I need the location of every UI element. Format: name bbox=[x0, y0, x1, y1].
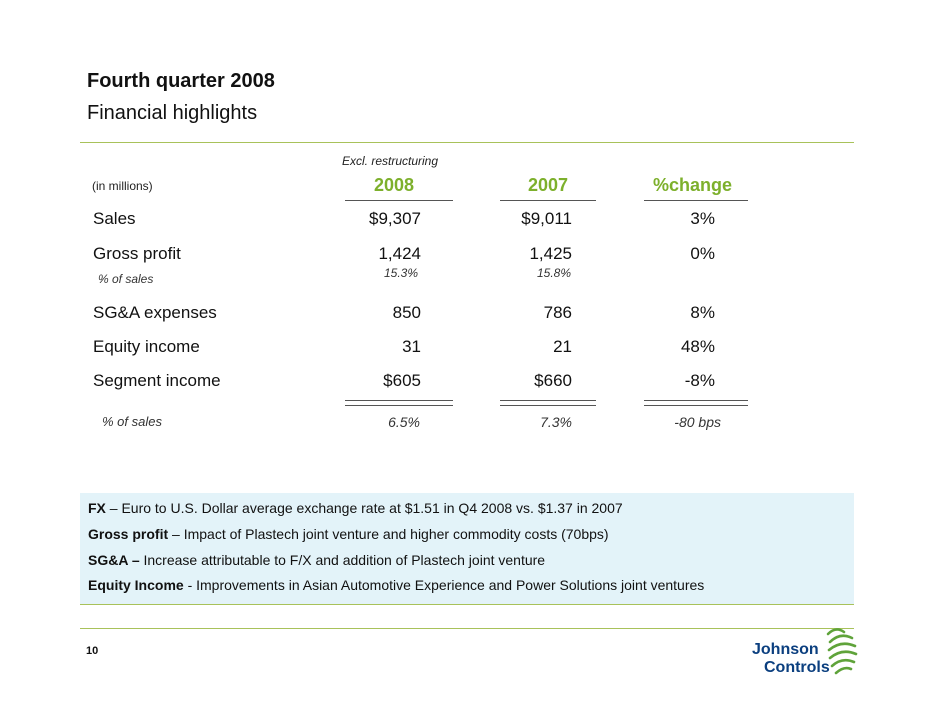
sales-2007: $9,011 bbox=[521, 209, 572, 228]
total-underline-change-b bbox=[644, 405, 748, 406]
total-underline-2008-b bbox=[345, 405, 453, 406]
row-label-gross-profit: Gross profit bbox=[93, 244, 181, 263]
segment-2007: $660 bbox=[534, 371, 572, 390]
header-underline-2008 bbox=[345, 200, 453, 201]
row-label-sga: SG&A expenses bbox=[93, 303, 217, 322]
page-title: Fourth quarter 2008 bbox=[87, 70, 275, 92]
segment-2008: $605 bbox=[383, 371, 421, 390]
sga-2008: 850 bbox=[392, 303, 421, 322]
equity-2007: 21 bbox=[553, 337, 572, 356]
total-underline-2008-a bbox=[345, 400, 453, 401]
segment-pct-2008: 6.5% bbox=[388, 414, 420, 430]
note-fx: FX – Euro to U.S. Dollar average exchang… bbox=[88, 500, 623, 516]
gross-profit-change: 0% bbox=[690, 244, 715, 263]
gross-profit-2007: 1,425 bbox=[529, 244, 572, 263]
logo-text-johnson: Johnson bbox=[752, 641, 819, 658]
footer-divider bbox=[80, 628, 854, 629]
segment-change: -8% bbox=[684, 371, 715, 390]
sales-change: 3% bbox=[690, 209, 715, 228]
row-label-gross-pct: % of sales bbox=[98, 272, 154, 286]
logo-text-controls: Controls bbox=[764, 659, 830, 676]
units-label: (in millions) bbox=[92, 179, 153, 193]
logo-icon bbox=[826, 628, 858, 675]
header-2008: 2008 bbox=[374, 175, 415, 195]
row-label-segment-pct: % of sales bbox=[102, 414, 162, 429]
total-underline-2007-a bbox=[500, 400, 596, 401]
gross-pct-2007: 15.8% bbox=[536, 266, 571, 280]
equity-change: 48% bbox=[680, 337, 715, 356]
page-number: 10 bbox=[86, 645, 99, 657]
note-sga: SG&A – Increase attributable to F/X and … bbox=[88, 552, 546, 568]
johnson-controls-logo: Johnson Controls bbox=[752, 622, 862, 682]
header-underline-change bbox=[644, 200, 748, 201]
note-equity-income: Equity Income - Improvements in Asian Au… bbox=[88, 577, 705, 593]
gross-profit-2008: 1,424 bbox=[378, 244, 421, 263]
gross-pct-2008: 15.3% bbox=[383, 266, 418, 280]
excl-restructuring-note: Excl. restructuring bbox=[342, 154, 439, 168]
sga-change: 8% bbox=[690, 303, 715, 322]
notes-box: FX – Euro to U.S. Dollar average exchang… bbox=[80, 493, 854, 605]
page-subtitle: Financial highlights bbox=[87, 102, 258, 124]
segment-pct-change: -80 bps bbox=[674, 414, 721, 430]
sga-2007: 786 bbox=[543, 303, 572, 322]
equity-2008: 31 bbox=[402, 337, 421, 356]
row-label-sales: Sales bbox=[93, 209, 136, 228]
header-underline-2007 bbox=[500, 200, 596, 201]
title-divider bbox=[80, 142, 854, 143]
total-underline-2007-b bbox=[500, 405, 596, 406]
sales-2008: $9,307 bbox=[369, 209, 421, 228]
header-pct-change: %change bbox=[653, 175, 733, 195]
segment-pct-2007: 7.3% bbox=[540, 414, 572, 430]
row-label-equity-income: Equity income bbox=[93, 337, 200, 356]
row-label-segment-income: Segment income bbox=[93, 371, 221, 390]
note-gross-profit: Gross profit – Impact of Plastech joint … bbox=[88, 526, 609, 542]
total-underline-change-a bbox=[644, 400, 748, 401]
header-2007: 2007 bbox=[528, 175, 569, 195]
